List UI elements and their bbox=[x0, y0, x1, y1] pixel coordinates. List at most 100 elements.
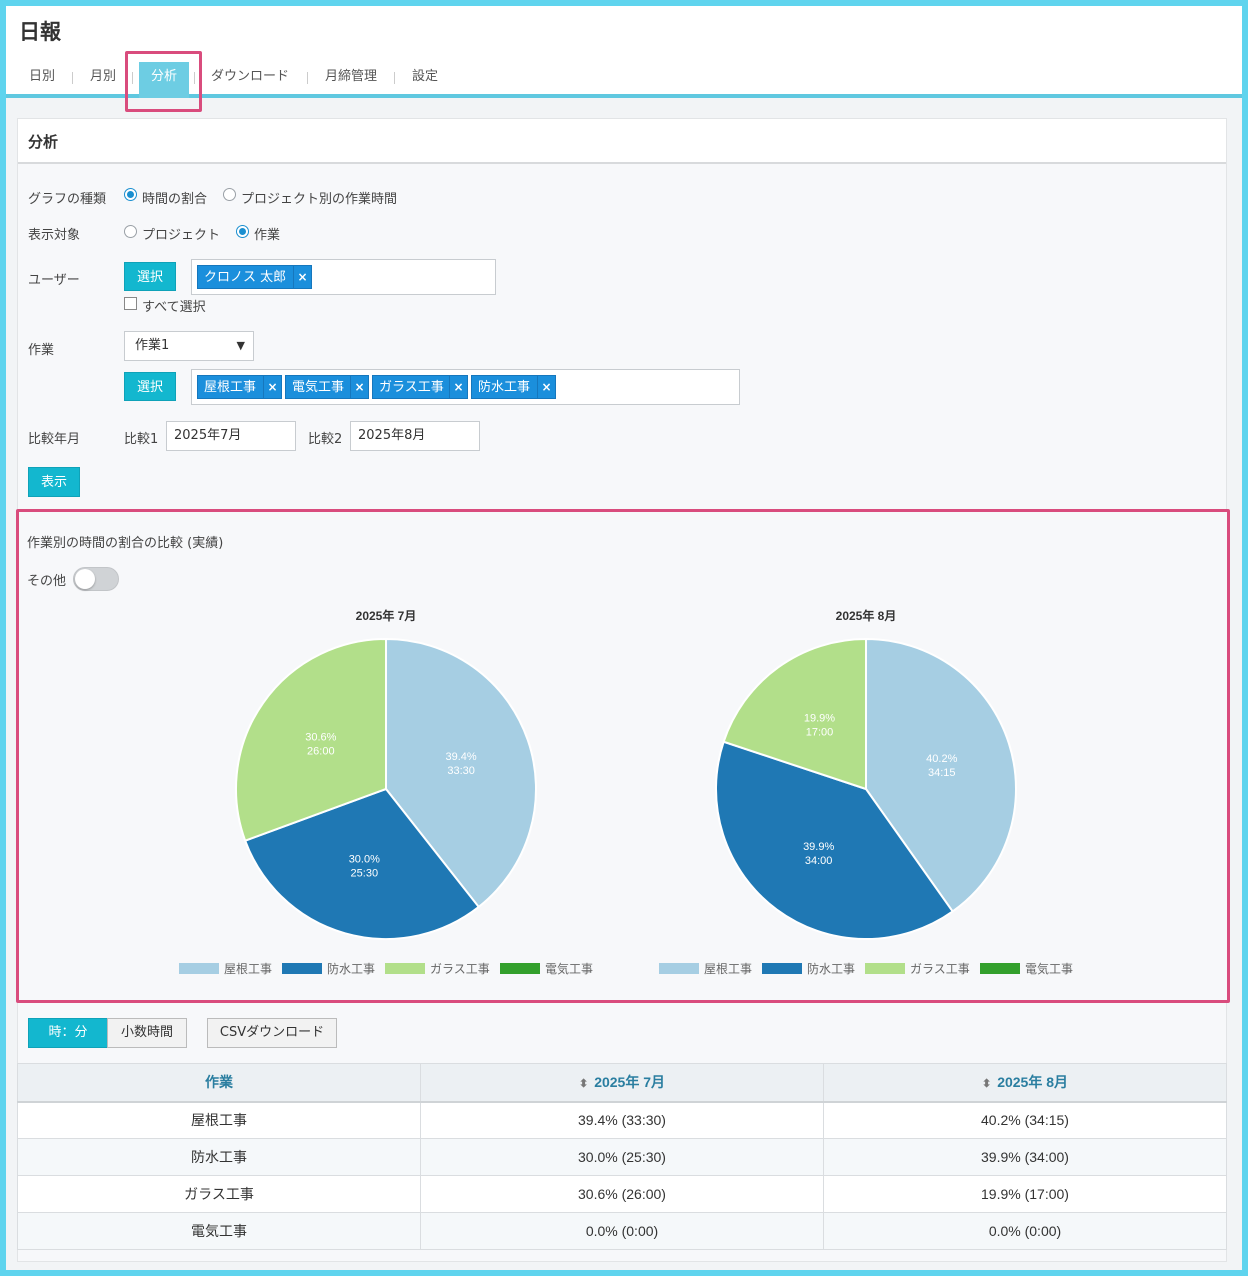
task-tag: 屋根工事 × bbox=[197, 375, 282, 399]
task-select-button[interactable]: 選択 bbox=[124, 372, 176, 401]
table-cell: 19.9% (17:00) bbox=[823, 1175, 1227, 1213]
remove-tag-icon[interactable]: × bbox=[293, 266, 311, 288]
app-title: 日報 bbox=[19, 20, 61, 44]
legend-label: 屋根工事 bbox=[704, 962, 752, 976]
tab-separator bbox=[72, 72, 73, 84]
pie-title: 2025年 7月 bbox=[356, 608, 417, 623]
user-tag: クロノス 太郎 × bbox=[197, 265, 312, 289]
task-tag-label: 屋根工事 bbox=[204, 380, 257, 395]
remove-tag-icon[interactable]: × bbox=[350, 376, 368, 398]
target-label: 表示対象 bbox=[28, 228, 81, 243]
table-cell: 0.0% (0:00) bbox=[823, 1212, 1227, 1250]
slice-label: 30.6% bbox=[305, 731, 336, 743]
pie-slice bbox=[722, 637, 867, 791]
task-label: 作業 bbox=[28, 343, 55, 358]
show-button[interactable]: 表示 bbox=[28, 467, 80, 497]
pie-charts: 2025年 7月 39.4% 33:30 30.0% 25:30 30.6% 26:00 屋根… bbox=[179, 608, 1073, 976]
compare2-input[interactable]: 2025年8月 bbox=[350, 421, 480, 451]
task-tag-label: 防水工事 bbox=[478, 380, 531, 395]
app-frame: 日報 日別 月別 分析 ダウンロード 月締管理 設定 分析 グラフの種類 時間の… bbox=[6, 6, 1242, 1270]
user-tag-box[interactable]: クロノス 太郎 × bbox=[191, 259, 496, 295]
sort-icon: ⬍ bbox=[578, 1078, 589, 1091]
table-cell: 30.6% (26:00) bbox=[420, 1175, 824, 1213]
slice-label: 17:00 bbox=[806, 727, 834, 739]
other-toggle-label: その他 bbox=[27, 574, 67, 589]
table-cell: 0.0% (0:00) bbox=[420, 1212, 824, 1250]
task-dropdown-value: 作業1 bbox=[135, 338, 170, 353]
select-all-checkbox[interactable] bbox=[124, 297, 137, 310]
legend-label: ガラス工事 bbox=[430, 962, 490, 976]
tab-monthly-close[interactable]: 月締管理 bbox=[324, 69, 377, 84]
table-cell: 電気工事 bbox=[17, 1212, 421, 1250]
table-cell: 30.0% (25:30) bbox=[420, 1138, 824, 1176]
tab-separator bbox=[307, 72, 308, 84]
legend-swatch bbox=[865, 963, 905, 974]
radio-time-ratio-label: 時間の割合 bbox=[142, 192, 208, 207]
legend-swatch bbox=[980, 963, 1020, 974]
analysis-panel: 分析 グラフの種類 時間の割合 プロジェクト別の作業時間 表示対象 プロジェクト… bbox=[16, 118, 1230, 1262]
graph-type-label: グラフの種類 bbox=[28, 192, 107, 207]
radio-project[interactable] bbox=[124, 225, 137, 238]
legend-swatch bbox=[282, 963, 322, 974]
compare-label: 比較年月 bbox=[28, 432, 81, 447]
slice-label: 25:30 bbox=[351, 867, 379, 879]
csv-download-button[interactable]: CSVダウンロード bbox=[207, 1018, 337, 1048]
task-tag-box[interactable]: 屋根工事 × 電気工事 × ガラス工事 × 防水工事 × bbox=[191, 369, 740, 405]
slice-label: 34:00 bbox=[805, 855, 833, 867]
other-toggle[interactable] bbox=[73, 567, 119, 591]
tab-download[interactable]: ダウンロード bbox=[210, 69, 289, 84]
slice-label: 40.2% bbox=[926, 753, 957, 765]
compare1-label: 比較1 bbox=[124, 432, 159, 447]
remove-tag-icon[interactable]: × bbox=[537, 376, 555, 398]
chart-section-title: 作業別の時間の割合の比較 (実績) bbox=[27, 536, 224, 551]
highlight-box-tab bbox=[125, 51, 202, 112]
pie-slice bbox=[243, 787, 481, 940]
column-header-month2[interactable]: ⬍ 2025年 8月 bbox=[823, 1063, 1227, 1103]
table-cell: ガラス工事 bbox=[17, 1175, 421, 1213]
tab-separator bbox=[132, 72, 133, 84]
tab-monthly[interactable]: 月別 bbox=[89, 69, 116, 84]
table-row: 屋根工事 39.4% (33:30) 40.2% (34:15) bbox=[17, 1101, 1227, 1139]
slice-label: 26:00 bbox=[307, 745, 335, 757]
user-select-button[interactable]: 選択 bbox=[124, 262, 176, 291]
legend-label: 電気工事 bbox=[545, 961, 593, 976]
remove-tag-icon[interactable]: × bbox=[449, 376, 467, 398]
slice-label: 34:15 bbox=[928, 767, 956, 779]
tab-analysis[interactable]: 分析 bbox=[139, 62, 189, 98]
tab-daily[interactable]: 日別 bbox=[28, 69, 55, 84]
chevron-down-icon: ▼ bbox=[236, 339, 245, 352]
column-header-month1[interactable]: ⬍ 2025年 7月 bbox=[420, 1063, 824, 1103]
table-cell: 39.4% (33:30) bbox=[420, 1101, 824, 1139]
table-cell: 40.2% (34:15) bbox=[823, 1101, 1227, 1139]
task-dropdown[interactable]: 作業1 ▼ bbox=[124, 331, 254, 361]
legend-label: 電気工事 bbox=[1025, 961, 1073, 976]
panel-header: 分析 bbox=[18, 119, 1226, 164]
tab-settings[interactable]: 設定 bbox=[411, 69, 438, 84]
radio-time-ratio[interactable] bbox=[124, 188, 137, 201]
slice-label: 39.4% bbox=[446, 751, 477, 763]
toggle-knob bbox=[75, 569, 95, 589]
pie-slice bbox=[385, 637, 537, 909]
user-label: ユーザー bbox=[28, 273, 80, 288]
tab-separator bbox=[194, 72, 195, 84]
slice-label: 30.0% bbox=[349, 853, 380, 865]
remove-tag-icon[interactable]: × bbox=[263, 376, 281, 398]
legend-swatch bbox=[385, 963, 425, 974]
tab-separator bbox=[394, 72, 395, 84]
radio-task[interactable] bbox=[236, 225, 249, 238]
column-header-task[interactable]: 作業 bbox=[17, 1063, 421, 1103]
pie-title: 2025年 8月 bbox=[836, 608, 897, 623]
table-cell: 防水工事 bbox=[17, 1138, 421, 1176]
task-tag-label: ガラス工事 bbox=[379, 380, 444, 395]
results-table: 作業 ⬍ 2025年 7月 ⬍ 2025年 8月 屋根工事 39.4% (33:30… bbox=[17, 1063, 1227, 1250]
radio-project-label: プロジェクト bbox=[142, 228, 221, 243]
compare1-input[interactable]: 2025年7月 bbox=[166, 421, 296, 451]
radio-project-time[interactable] bbox=[223, 188, 236, 201]
task-tag-label: 電気工事 bbox=[292, 380, 345, 395]
hour-minute-button[interactable]: 時：分 bbox=[28, 1018, 108, 1048]
decimal-hours-button[interactable]: 小数時間 bbox=[107, 1018, 187, 1048]
legend-swatch bbox=[762, 963, 802, 974]
radio-task-label: 作業 bbox=[254, 228, 281, 243]
chart-section: 作業別の時間の割合の比較 (実績) その他 2025年 7月 39.4% 33:30… bbox=[16, 509, 1230, 1003]
radio-project-time-label: プロジェクト別の作業時間 bbox=[241, 192, 398, 207]
